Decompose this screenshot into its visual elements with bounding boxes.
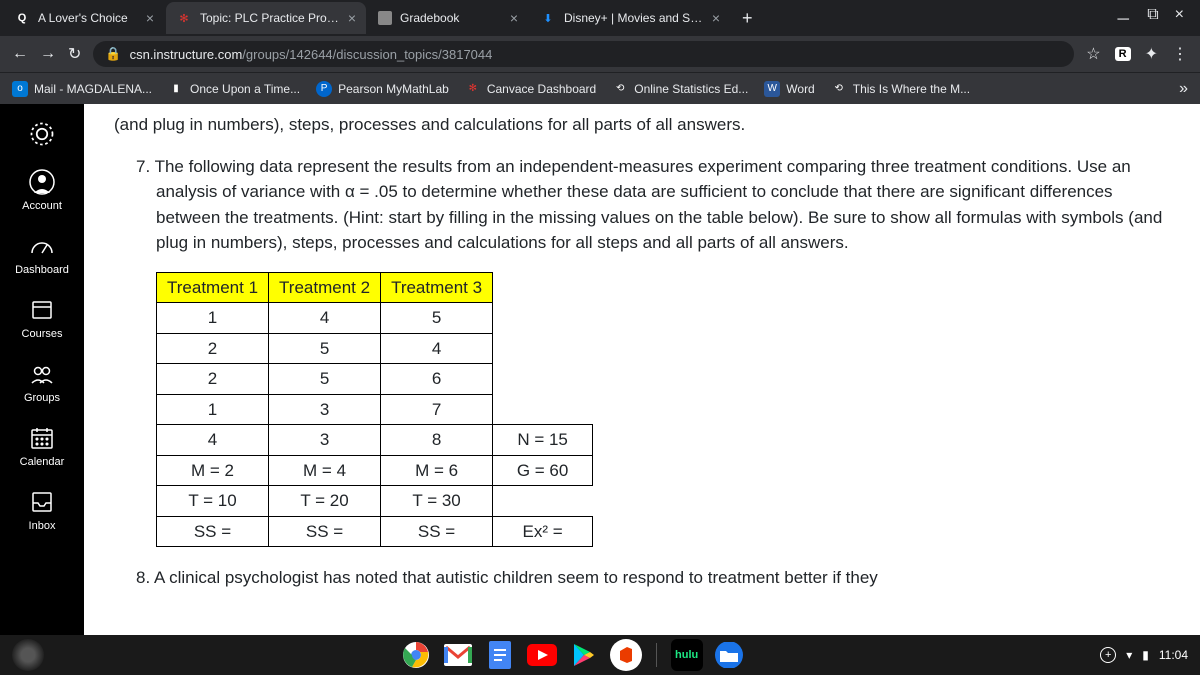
close-icon[interactable]: × xyxy=(712,10,720,26)
sidebar-account[interactable]: Account xyxy=(0,160,84,220)
extensions-icon[interactable]: ✦ xyxy=(1145,44,1158,64)
forward-button[interactable]: → xyxy=(40,45,56,63)
tab-disney[interactable]: ⬇ Disney+ | Movies and Shows × xyxy=(530,2,730,34)
gmail-icon[interactable] xyxy=(442,639,474,671)
tab-gradebook[interactable]: Gradebook × xyxy=(368,2,528,34)
wifi-icon[interactable]: ▾ xyxy=(1126,648,1132,662)
browser-tab-strip: Q A Lover's Choice × ✻ Topic: PLC Practi… xyxy=(0,0,1200,36)
col-header: Treatment 1 xyxy=(157,272,269,303)
taskbar: hulu + ▾ ▮ 11:04 xyxy=(0,635,1200,675)
bookmark-word[interactable]: WWord xyxy=(764,81,814,97)
question-8: 8. A clinical psychologist has noted tha… xyxy=(114,565,1170,591)
close-icon[interactable]: × xyxy=(510,10,518,26)
bookmark-mail[interactable]: oMail - MAGDALENA... xyxy=(12,81,152,97)
bookmark-icon: ▮ xyxy=(168,81,184,97)
files-icon[interactable] xyxy=(713,639,745,671)
col-header: Treatment 3 xyxy=(381,272,493,303)
menu-icon[interactable]: ⋮ xyxy=(1172,44,1188,64)
courses-icon xyxy=(28,296,56,324)
robux-icon[interactable]: R xyxy=(1115,47,1131,61)
inbox-icon xyxy=(28,488,56,516)
bookmark-canvas[interactable]: ✻Canvace Dashboard xyxy=(465,81,596,97)
tab-lovers-choice[interactable]: Q A Lover's Choice × xyxy=(4,2,164,34)
bookmark-overflow[interactable]: » xyxy=(1179,80,1188,98)
sidebar-label: Account xyxy=(22,200,62,212)
bookmark-icon: ⟲ xyxy=(612,81,628,97)
minimize-icon[interactable]: － xyxy=(1115,6,1131,30)
groups-icon xyxy=(28,360,56,388)
lock-icon: 🔒 xyxy=(105,46,121,62)
back-button[interactable]: ← xyxy=(12,45,28,63)
tab-icon: ⬇ xyxy=(540,10,556,26)
sidebar-logo[interactable] xyxy=(0,112,84,156)
address-bar[interactable]: 🔒 csn.instructure.com/groups/142644/disc… xyxy=(93,41,1074,67)
dashboard-icon xyxy=(28,232,56,260)
hulu-icon[interactable]: hulu xyxy=(671,639,703,671)
close-window-icon[interactable]: × xyxy=(1175,6,1184,30)
sidebar-label: Dashboard xyxy=(15,264,69,276)
tab-icon xyxy=(378,11,392,25)
discussion-content: (and plug in numbers), steps, processes … xyxy=(84,104,1200,635)
question-7: 7. The following data represent the resu… xyxy=(114,154,1170,256)
tab-icon: ✻ xyxy=(176,10,192,26)
office-icon[interactable] xyxy=(610,639,642,671)
url-domain: csn.instructure.com xyxy=(130,47,243,62)
tab-icon: Q xyxy=(14,10,30,26)
bookmark-icon: ⟲ xyxy=(831,81,847,97)
tab-title: Topic: PLC Practice Problems xyxy=(200,11,340,25)
url-bar: ← → ↻ 🔒 csn.instructure.com/groups/14264… xyxy=(0,36,1200,72)
bookmark-stats[interactable]: ⟲Online Statistics Ed... xyxy=(612,81,748,97)
close-icon[interactable]: × xyxy=(348,10,356,26)
bookmarks-bar: oMail - MAGDALENA... ▮Once Upon a Time..… xyxy=(0,72,1200,104)
clock[interactable]: 11:04 xyxy=(1159,648,1188,662)
col-header: Treatment 2 xyxy=(269,272,381,303)
chrome-icon[interactable] xyxy=(400,639,432,671)
sidebar-calendar[interactable]: Calendar xyxy=(0,416,84,476)
bookmark-once-upon[interactable]: ▮Once Upon a Time... xyxy=(168,81,300,97)
sidebar-dashboard[interactable]: Dashboard xyxy=(0,224,84,284)
account-icon xyxy=(28,168,56,196)
tab-title: A Lover's Choice xyxy=(38,11,138,25)
pearson-icon: P xyxy=(316,81,332,97)
bookmark-pearson[interactable]: PPearson MyMathLab xyxy=(316,81,449,97)
sidebar-inbox[interactable]: Inbox xyxy=(0,480,84,540)
bookmark-this-is-where[interactable]: ⟲This Is Where the M... xyxy=(831,81,970,97)
docs-icon[interactable] xyxy=(484,639,516,671)
sidebar-groups[interactable]: Groups xyxy=(0,352,84,412)
outlook-icon: o xyxy=(12,81,28,97)
url-path: /groups/142644/discussion_topics/3817044 xyxy=(242,47,492,62)
restore-icon[interactable]: ⧉ xyxy=(1147,6,1158,30)
battery-icon[interactable]: ▮ xyxy=(1142,648,1149,662)
anova-table: Treatment 1 Treatment 2 Treatment 3 145 … xyxy=(156,272,593,548)
sidebar-label: Courses xyxy=(22,328,63,340)
play-icon[interactable] xyxy=(568,639,600,671)
new-tab-button[interactable]: + xyxy=(732,8,763,29)
sidebar-label: Groups xyxy=(24,392,60,404)
add-icon[interactable]: + xyxy=(1100,647,1116,663)
tab-plc-practice[interactable]: ✻ Topic: PLC Practice Problems × xyxy=(166,2,366,34)
star-icon[interactable]: ☆ xyxy=(1086,44,1100,64)
word-icon: W xyxy=(764,81,780,97)
canvas-sidebar: Account Dashboard Courses Groups Calenda… xyxy=(0,104,84,635)
canvas-icon: ✻ xyxy=(465,81,481,97)
sidebar-label: Inbox xyxy=(29,520,56,532)
sidebar-label: Calendar xyxy=(20,456,65,468)
reload-button[interactable]: ↻ xyxy=(68,44,81,64)
tab-title: Gradebook xyxy=(400,11,502,25)
sidebar-courses[interactable]: Courses xyxy=(0,288,84,348)
launcher-button[interactable] xyxy=(12,639,44,671)
canvas-logo-icon xyxy=(28,120,56,148)
tab-title: Disney+ | Movies and Shows xyxy=(564,11,704,25)
close-icon[interactable]: × xyxy=(146,10,154,26)
youtube-icon[interactable] xyxy=(526,639,558,671)
intro-tail: (and plug in numbers), steps, processes … xyxy=(114,112,1170,138)
taskbar-divider xyxy=(656,643,657,667)
calendar-icon xyxy=(28,424,56,452)
window-controls: － ⧉ × xyxy=(1115,6,1196,30)
